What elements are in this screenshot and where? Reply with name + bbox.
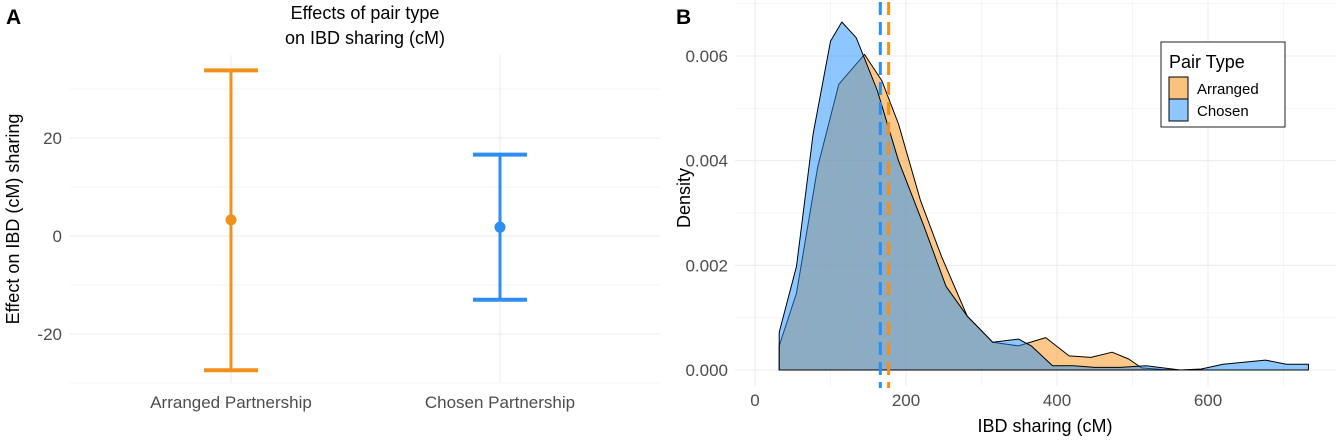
- panel-b-label: B: [676, 6, 691, 29]
- legend-swatch-arranged: [1168, 76, 1189, 100]
- panel-b-y-axis-title: Density: [674, 168, 694, 228]
- legend: Pair Type Arranged Chosen: [1160, 41, 1286, 128]
- y-tick-label: -20: [37, 325, 62, 344]
- x-tick-label: 600: [1194, 391, 1222, 410]
- x-tick-label: 200: [892, 391, 920, 410]
- panel-b-x-axis-title: IBD sharing (cM): [977, 416, 1112, 436]
- legend-swatch-chosen: [1168, 98, 1189, 122]
- point-estimate: [494, 221, 506, 233]
- panel-a-y-axis-title: Effect on IBD (cM) sharing: [3, 114, 23, 325]
- x-tick-label: 400: [1043, 391, 1071, 410]
- y-tick-label: 0.006: [685, 47, 728, 66]
- legend-label-arranged: Arranged: [1197, 81, 1259, 98]
- y-tick-label: 0.000: [685, 361, 728, 380]
- x-tick-label: Chosen Partnership: [425, 393, 575, 412]
- y-tick-label: 0.004: [685, 152, 728, 171]
- y-tick-label: 20: [43, 129, 62, 148]
- panel-a-title-line-2: on IBD sharing (cM): [285, 28, 445, 48]
- panel-a-errorbar-chart: A Effects of pair type on IBD sharing (c…: [3, 3, 660, 412]
- panel-a-title-line-1: Effects of pair type: [291, 3, 440, 23]
- y-tick-label: 0.002: [685, 256, 728, 275]
- x-tick-label: Arranged Partnership: [150, 393, 312, 412]
- panel-a-label: A: [6, 6, 21, 29]
- y-tick-label: 0: [53, 227, 62, 246]
- x-tick-label: 0: [750, 391, 759, 410]
- legend-title: Pair Type: [1169, 52, 1245, 72]
- panel-b-density-chart: B 0.000 0.002 0.004 0.006 0 200 400 600 Density…: [674, 0, 1336, 436]
- legend-label-chosen: Chosen: [1197, 103, 1249, 120]
- density-area-chosen: [778, 21, 1309, 371]
- point-estimate: [225, 214, 237, 226]
